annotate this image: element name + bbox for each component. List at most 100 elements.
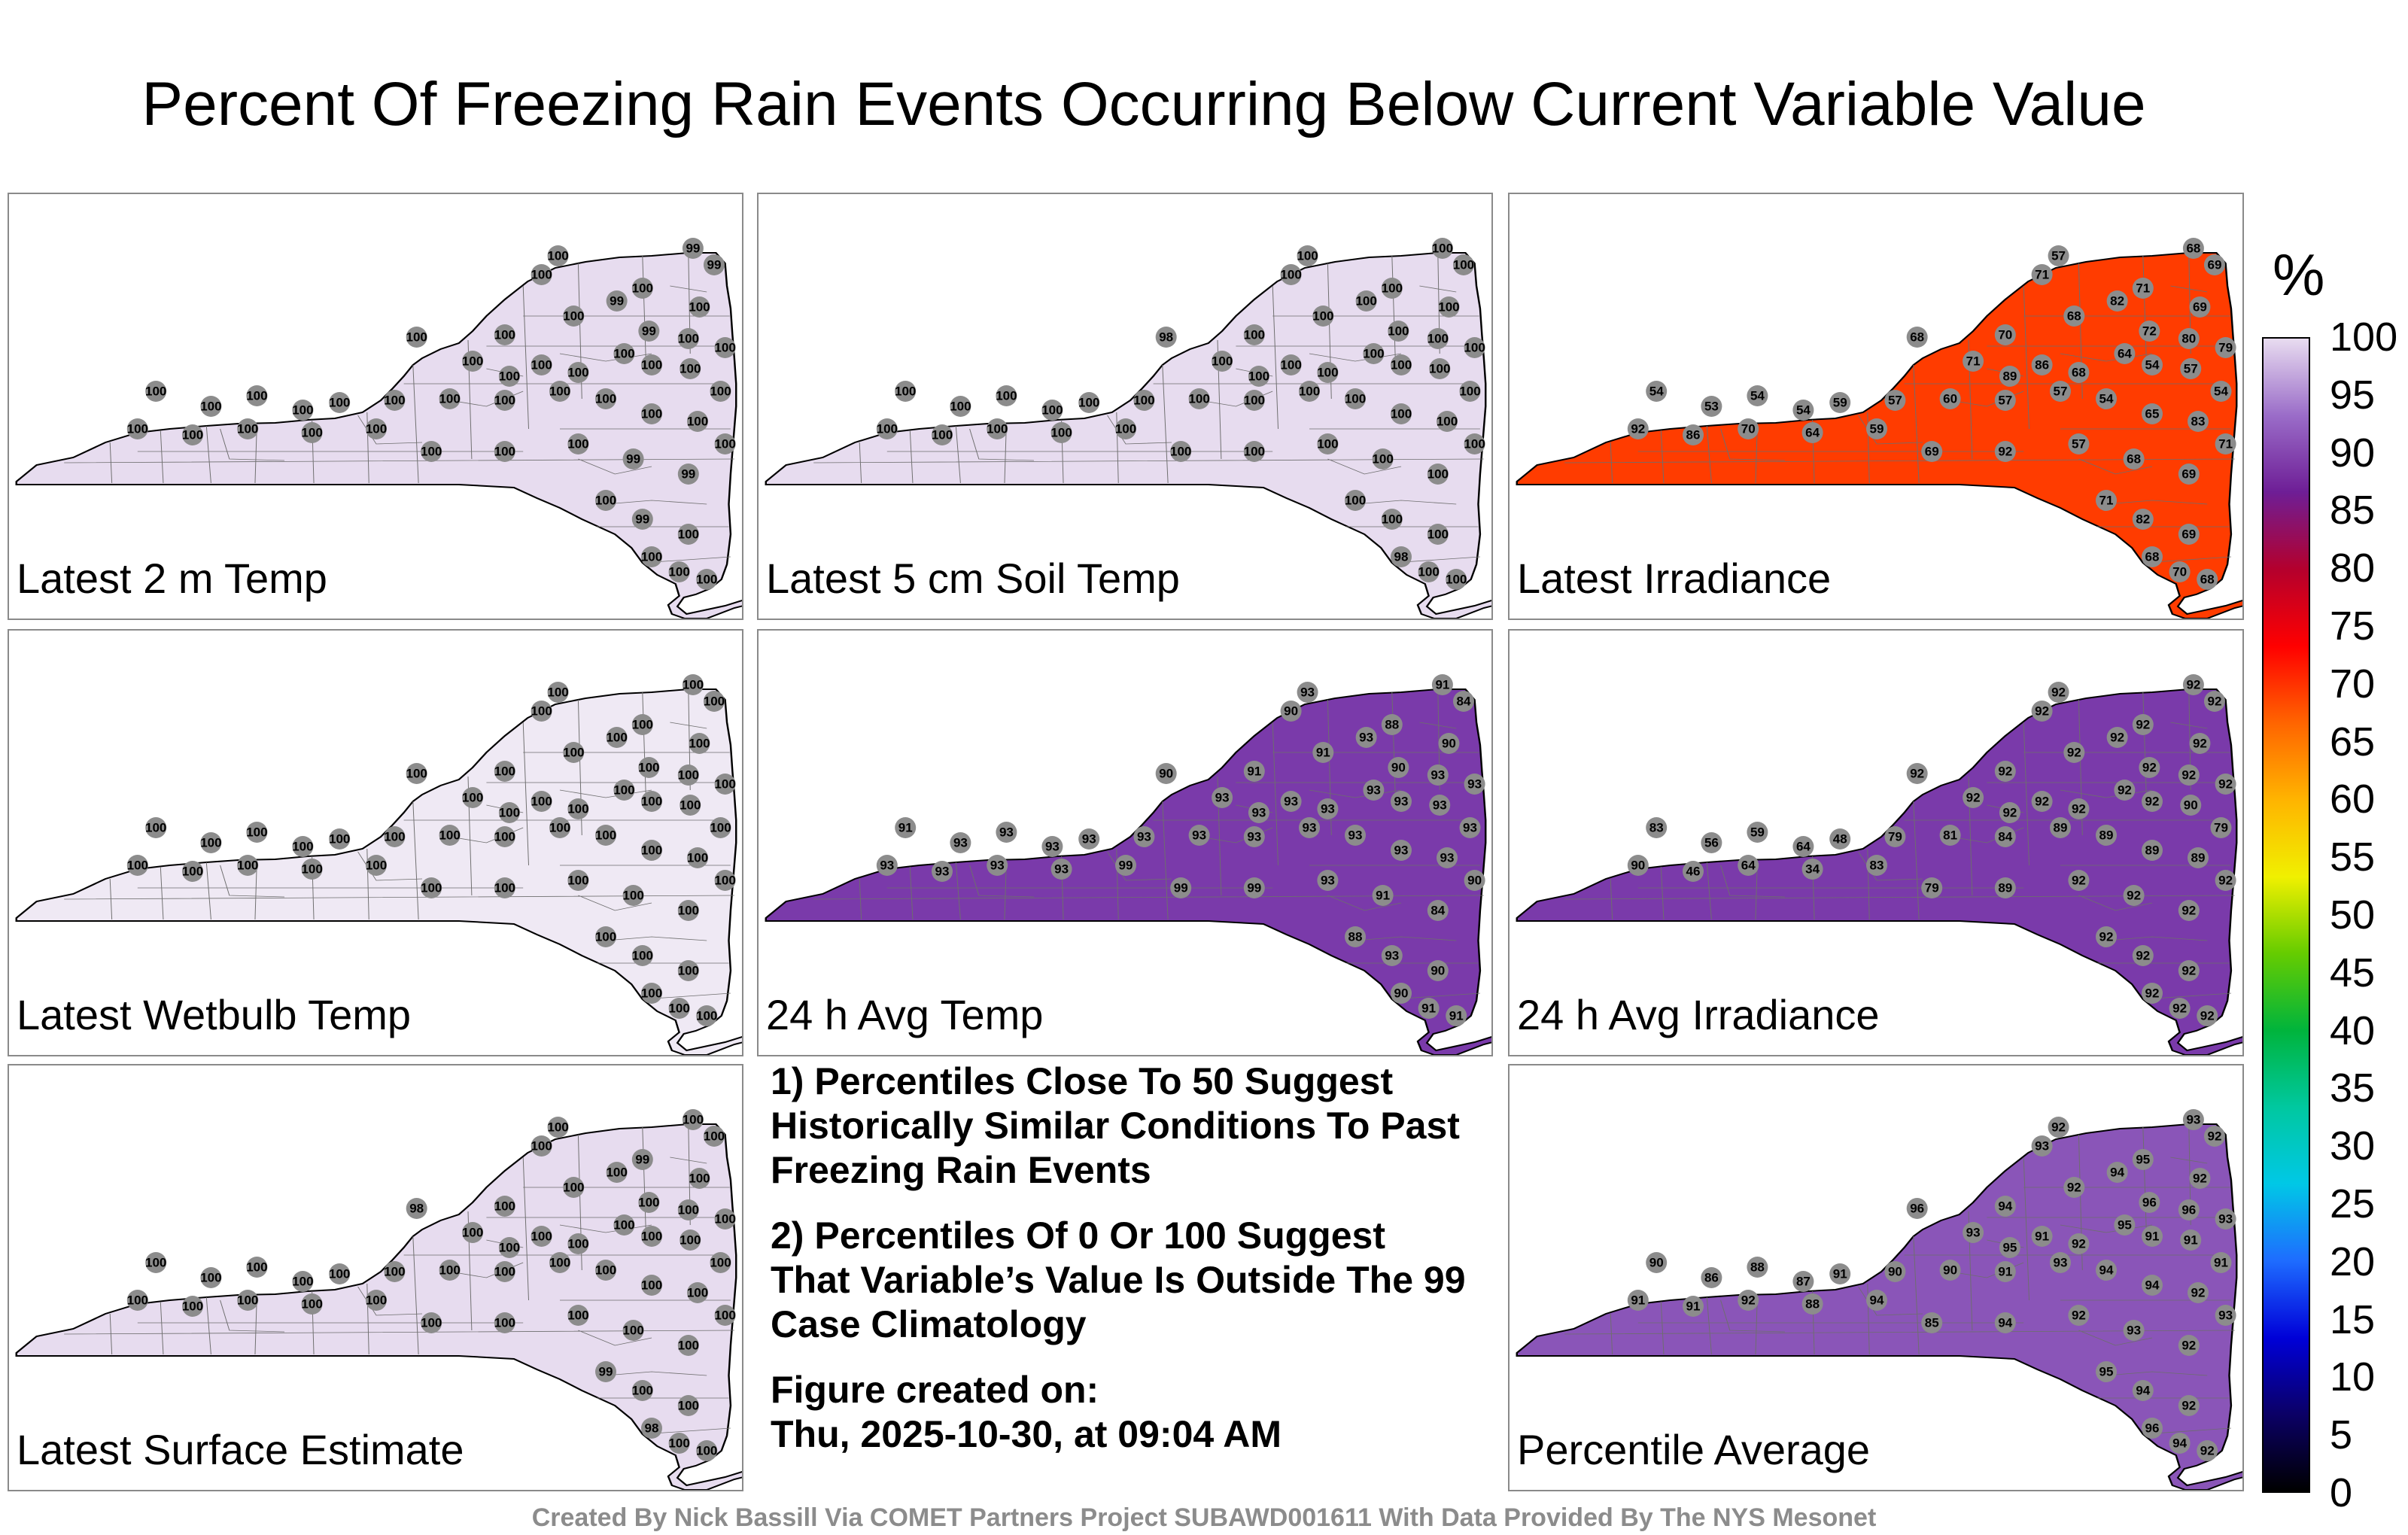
station-marker: 64 [1801, 422, 1823, 443]
station-dot [710, 1252, 731, 1273]
station-marker: 100 [462, 787, 483, 808]
station-dot [2178, 1395, 2200, 1416]
station-marker: 94 [1866, 1290, 1887, 1311]
station-dot [494, 390, 515, 411]
station-value: 100 [494, 394, 515, 408]
station-marker: 70 [1994, 324, 2016, 345]
station-marker: 94 [2096, 1260, 2117, 1281]
station-marker: 64 [1792, 836, 1814, 857]
station-marker: 100 [494, 877, 515, 898]
colorbar [2262, 337, 2310, 1493]
station-dot [1866, 418, 1887, 439]
station-marker: 100 [1427, 464, 1449, 485]
station-value: 100 [329, 396, 350, 410]
station-value: 34 [1805, 862, 1820, 877]
station-value: 100 [366, 1293, 387, 1308]
station-value: 91 [898, 821, 913, 835]
colorbar-tick-label: 65 [2330, 719, 2376, 764]
station-value: 100 [613, 347, 634, 361]
station-value: 100 [1133, 394, 1154, 408]
station-dot [2189, 733, 2211, 754]
station-dot [668, 561, 690, 582]
station-dot [631, 509, 653, 530]
station-value: 64 [1741, 859, 1756, 873]
station-marker: 100 [1464, 433, 1485, 454]
station-marker: 100 [632, 945, 653, 966]
station-value: 65 [2145, 407, 2160, 421]
station-marker: 100 [1317, 433, 1339, 454]
station-value: 93 [1054, 862, 1069, 877]
station-marker: 90 [2180, 795, 2202, 816]
station-dot [714, 870, 736, 891]
station-marker: 99 [682, 238, 704, 259]
station-marker: 100 [494, 761, 515, 782]
station-marker: 100 [680, 1230, 701, 1251]
station-dot [1994, 877, 2016, 898]
station-marker: 100 [145, 817, 166, 838]
colorbar-unit: % [2273, 242, 2325, 308]
station-dot [1701, 396, 1722, 417]
station-dot [549, 817, 570, 838]
station-dot [200, 396, 222, 417]
station-marker: 100 [632, 714, 653, 735]
station-dot [687, 1282, 708, 1303]
station-dot [1747, 385, 1768, 406]
station-marker: 100 [678, 328, 699, 349]
station-value: 92 [1631, 422, 1645, 436]
state-map: 100 100 100 100 100 100 100 98 100 100 100 100 100 10… [765, 238, 1491, 619]
station-marker: 93 [2050, 1252, 2071, 1273]
station-marker: 92 [2139, 757, 2160, 778]
station-value: 70 [1998, 328, 2012, 342]
station-value: 99 [642, 324, 656, 339]
station-dot [1906, 763, 1928, 784]
station-value: 100 [329, 832, 350, 847]
station-value: 68 [1910, 330, 1924, 345]
station-marker: 100 [1050, 422, 1072, 443]
station-dot [1243, 826, 1265, 847]
station-value: 92 [2051, 685, 2066, 700]
station-dot [366, 855, 387, 876]
station-value: 92 [1741, 1293, 1756, 1308]
station-marker: 100 [714, 433, 736, 454]
station-dot [237, 855, 259, 876]
station-value: 100 [127, 422, 148, 436]
station-marker: 100 [678, 900, 699, 921]
station-value: 54 [1750, 389, 1765, 403]
station-value: 92 [1998, 764, 2012, 779]
station-marker: 100 [1432, 238, 1453, 259]
station-dot [439, 1260, 461, 1281]
station-value: 100 [421, 445, 442, 459]
station-dot [1312, 742, 1334, 763]
station-value: 91 [1449, 1009, 1464, 1023]
station-marker: 100 [563, 1177, 584, 1198]
station-marker: 100 [1244, 324, 1265, 345]
station-marker: 100 [494, 390, 515, 411]
station-value: 100 [704, 1129, 725, 1144]
station-value: 89 [2002, 369, 2017, 384]
station-marker: 94 [2106, 1162, 2128, 1183]
station-marker: 89 [2096, 825, 2117, 846]
station-value: 91 [1435, 678, 1449, 692]
station-marker: 100 [563, 305, 584, 327]
station-value: 54 [2214, 385, 2228, 399]
station-value: 100 [366, 859, 387, 873]
station-marker: 100 [1133, 390, 1155, 411]
station-dot [1391, 354, 1412, 375]
station-dot [531, 1226, 552, 1247]
station-value: 100 [696, 573, 717, 587]
station-dot [1999, 366, 2020, 387]
notes-block: 1) Percentiles Close To 50 Suggest Histo… [771, 1059, 1470, 1457]
station-dot [182, 861, 203, 882]
station-dot [1431, 238, 1453, 259]
station-value: 86 [1704, 1271, 1719, 1285]
station-dot [547, 245, 569, 266]
station-dot [677, 464, 699, 485]
station-marker: 100 [531, 1135, 552, 1157]
station-dot [1391, 791, 1412, 812]
station-marker: 69 [2189, 296, 2211, 318]
station-value: 96 [2145, 1421, 2160, 1436]
station-value: 93 [1303, 821, 1317, 835]
